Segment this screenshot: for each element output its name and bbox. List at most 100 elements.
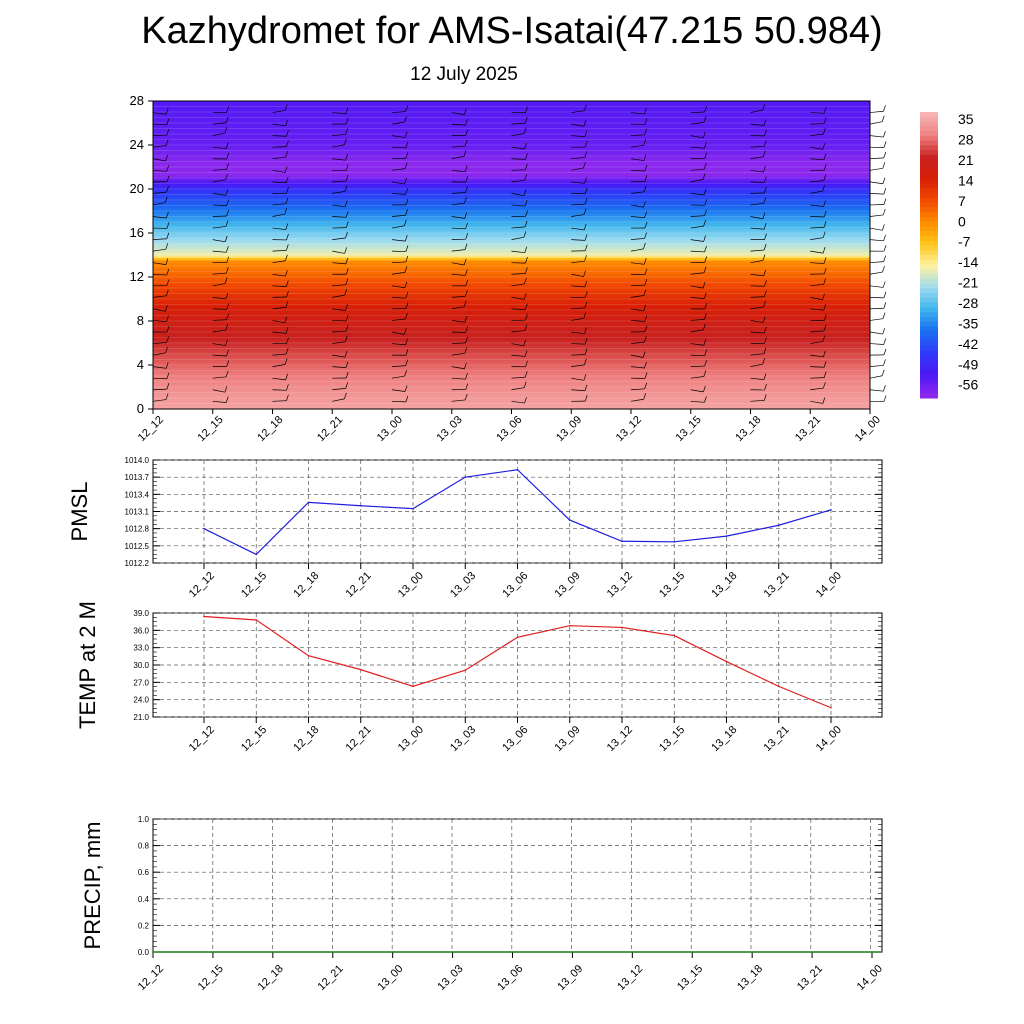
- wind-barb: [511, 376, 526, 379]
- x-tick-label: 13_21: [762, 724, 792, 754]
- wind-barb-flag: [165, 108, 169, 115]
- temperature-band: [153, 112, 870, 115]
- temperature-band: [153, 149, 870, 153]
- wind-barb-flag: [524, 246, 528, 253]
- wind-barb-flag: [644, 164, 648, 172]
- wind-barb: [451, 145, 466, 148]
- colorbar-segment: [920, 364, 938, 370]
- x-tick-label: 12_21: [344, 570, 374, 600]
- x-tick-label: 13_21: [793, 414, 823, 444]
- temperature-band: [153, 395, 870, 399]
- wind-barb-flag: [165, 289, 169, 296]
- wind-barb-flag: [822, 293, 825, 300]
- temperature-band: [153, 360, 870, 364]
- temperature-band: [153, 334, 870, 337]
- wind-barb-flag: [285, 270, 288, 277]
- wind-barb: [212, 272, 227, 275]
- wind-barb-flag: [404, 162, 408, 169]
- wind-barb: [630, 308, 644, 312]
- temperature-band: [153, 404, 870, 408]
- wind-barb-flag: [465, 383, 469, 390]
- wind-barb: [332, 133, 346, 136]
- wind-barb-flag: [643, 304, 647, 312]
- y-tick-label: 16: [130, 225, 144, 240]
- wind-barb-flag: [524, 396, 527, 404]
- wind-barb: [750, 400, 765, 402]
- x-tick-label: 13_00: [375, 963, 405, 993]
- wind-barb-flag: [703, 188, 707, 196]
- colorbar-segment: [920, 374, 938, 380]
- wind-barb-flag: [644, 221, 648, 229]
- wind-barb: [690, 239, 704, 242]
- wind-barb-flag: [644, 107, 647, 115]
- wind-barb: [810, 133, 824, 136]
- wind-barb: [869, 214, 884, 217]
- wind-barb-flag: [763, 243, 767, 251]
- colorbar-segment: [920, 169, 938, 175]
- wind-barb: [511, 179, 525, 183]
- wind-barb-flag: [584, 348, 588, 355]
- colorbar-segment: [920, 340, 938, 347]
- wind-barb-flag: [703, 116, 707, 123]
- wind-barb: [750, 353, 764, 356]
- wind-barb-flag: [524, 174, 528, 181]
- wind-barb-flag: [643, 242, 646, 250]
- wind-barb-flag: [881, 369, 885, 376]
- wind-barb-flag: [822, 231, 826, 238]
- y-tick-label: 1013.4: [125, 490, 150, 499]
- data-point: [359, 504, 362, 507]
- wind-barb: [690, 365, 705, 367]
- temperature-band: [153, 127, 870, 131]
- y-tick-label: 1013.1: [125, 508, 150, 517]
- wind-barb-flag: [883, 359, 886, 366]
- x-tick-label: 12_15: [239, 724, 269, 754]
- wind-barb-flag: [583, 270, 586, 277]
- data-point: [673, 541, 676, 543]
- wind-barb: [810, 190, 823, 194]
- colorbar-segment: [920, 316, 938, 323]
- wind-barb-flag: [704, 142, 707, 149]
- temperature-band: [153, 230, 870, 234]
- wind-barb: [630, 262, 645, 265]
- wind-barb: [630, 134, 645, 136]
- x-tick-label: 13_00: [396, 570, 426, 600]
- wind-barb-flag: [284, 208, 288, 215]
- colorbar-segment: [920, 288, 938, 294]
- y-tick-label: 0: [137, 401, 144, 416]
- x-tick-label: 12_15: [196, 963, 226, 993]
- wind-barb-flag: [584, 104, 587, 111]
- wind-barb: [810, 158, 824, 161]
- temperature-band: [153, 323, 870, 326]
- wind-barb-flag: [345, 107, 349, 114]
- temperature-band: [153, 171, 870, 175]
- wind-barb: [690, 111, 705, 113]
- temperature-band: [153, 259, 870, 263]
- temperature-band: [153, 263, 870, 267]
- wind-barb-flag: [704, 302, 708, 310]
- wind-barb-flag: [405, 302, 409, 309]
- wind-barb-flag: [405, 188, 408, 195]
- wind-barb: [810, 112, 825, 114]
- temperature-band: [153, 153, 870, 157]
- wind-barb: [750, 363, 763, 367]
- temperature-band: [153, 362, 870, 366]
- wind-barb-flag: [762, 150, 766, 157]
- y-tick-label: 1.0: [138, 815, 150, 824]
- wind-barb-flag: [704, 313, 707, 320]
- colorbar-label: 14: [958, 172, 974, 188]
- wind-barb-flag: [883, 385, 886, 392]
- chart-subtitle: 12 July 2025: [410, 64, 518, 85]
- wind-barb-flag: [644, 382, 648, 389]
- wind-barb-flag: [882, 224, 885, 231]
- y-tick-label: 39.0: [133, 609, 149, 618]
- data-point: [673, 634, 676, 637]
- wind-barb: [152, 191, 167, 194]
- wind-barb-flag: [345, 382, 349, 389]
- wind-barb-flag: [584, 384, 588, 391]
- wind-barb-flag: [404, 385, 408, 392]
- wind-barb-flag: [883, 348, 887, 356]
- wind-barb: [391, 168, 406, 171]
- colorbar-segment: [920, 183, 938, 189]
- y-tick-label: 27.0: [133, 678, 149, 687]
- wind-barb-flag: [523, 231, 527, 238]
